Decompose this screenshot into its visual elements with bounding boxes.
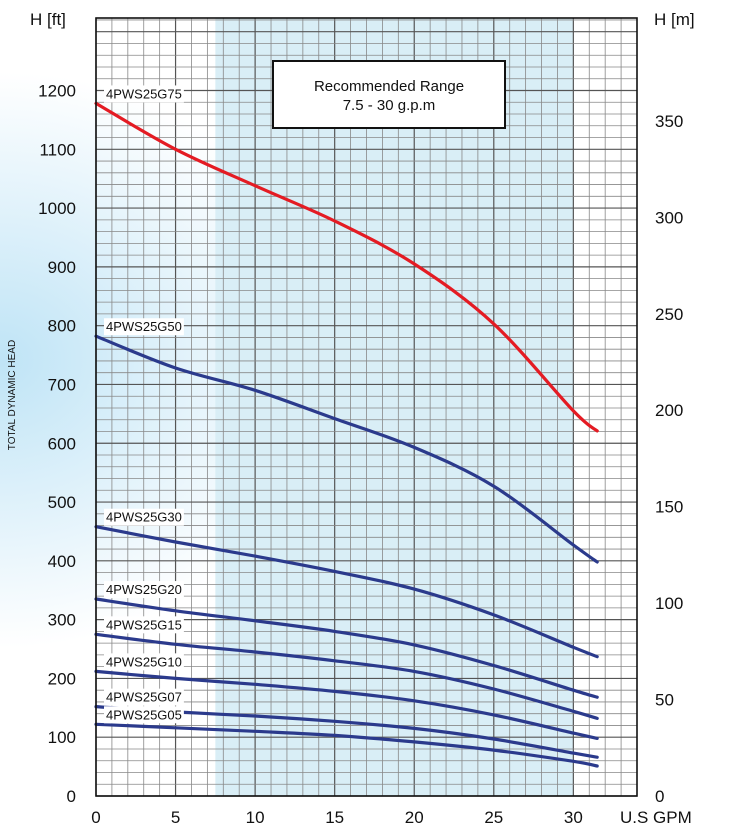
y-left-tick-label: 1000: [38, 199, 76, 218]
x-tick-label: 10: [246, 808, 265, 827]
tick-label-layer: 0 5 10 15 20 25 300100200300400500600700800900…: [38, 82, 683, 828]
recommended-range-title: Recommended Range: [314, 78, 464, 95]
y-right-tick-label: 50: [655, 691, 674, 710]
x-tick-label: 20: [405, 808, 424, 827]
series-label-4pws25g50: 4PWS25G50: [106, 319, 182, 334]
y-left-tick-label: 900: [48, 258, 76, 277]
series-line-4pws25g15: [94, 632, 599, 720]
series-layer: 4PWS25G75 4PWS25G50 4PWS25G30 4PWS25G20 4PWS…: [94, 85, 599, 768]
y-right-tick-label: 0: [655, 787, 664, 806]
series-label-background: [104, 508, 184, 526]
recommended-range-box: [272, 60, 506, 129]
series-label-background: [104, 85, 184, 103]
series-label-4pws25g15: 4PWS25G15: [106, 617, 182, 632]
x-tick-label: 25: [484, 808, 503, 827]
x-tick-label: 0: [91, 808, 100, 827]
y-right-tick-label: 250: [655, 305, 683, 324]
series-line-4pws25g05: [94, 722, 599, 768]
y-axis-side-title: TOTAL DYNAMIC HEAD: [7, 340, 18, 450]
series-line-4pws25g30: [94, 525, 599, 659]
x-tick-label: 15: [325, 808, 344, 827]
x-tick-label: 30: [564, 808, 583, 827]
y-left-tick-label: 200: [48, 669, 76, 688]
series-label-background: [104, 688, 184, 706]
y-left-tick-label: 500: [48, 493, 76, 512]
y-left-tick-label: 1200: [38, 82, 76, 101]
series-label-4pws25g07: 4PWS25G07: [106, 690, 182, 705]
series-label-background: [104, 318, 184, 336]
series-label-background: [104, 581, 184, 599]
series-label-4pws25g05: 4PWS25G05: [106, 707, 182, 722]
series-label-background: [104, 616, 184, 634]
y-right-tick-label: 300: [655, 208, 683, 227]
y-right-tick-label: 100: [655, 594, 683, 613]
right-axis-unit-label: H [m]: [654, 10, 695, 29]
y-right-tick-label: 150: [655, 498, 683, 517]
y-left-tick-label: 700: [48, 375, 76, 394]
series-label-4pws25g20: 4PWS25G20: [106, 582, 182, 597]
y-right-tick-label: 350: [655, 112, 683, 131]
recommended-range-annotation: Recommended Range 7.5 - 30 g.p.m: [272, 60, 506, 129]
y-left-tick-label: 0: [67, 787, 76, 806]
y-left-tick-label: 100: [48, 728, 76, 747]
recommended-range-values: 7.5 - 30 g.p.m: [343, 97, 436, 114]
y-left-tick-label: 400: [48, 552, 76, 571]
recommended-range-band: [215, 18, 574, 796]
y-left-tick-label: 800: [48, 317, 76, 336]
plot-frame-layer: [95, 17, 638, 797]
series-label-4pws25g10: 4PWS25G10: [106, 654, 182, 669]
series-line-4pws25g75: [94, 101, 599, 433]
y-left-tick-label: 600: [48, 434, 76, 453]
series-line-4pws25g20: [94, 597, 599, 699]
series-label-background: [104, 706, 184, 724]
series-line-4pws25g10: [94, 669, 599, 740]
series-label-4pws25g75: 4PWS25G75: [106, 86, 182, 101]
y-right-tick-label: 200: [655, 401, 683, 420]
series-label-4pws25g30: 4PWS25G30: [106, 510, 182, 525]
x-axis-unit-label: U.S GPM: [620, 808, 692, 827]
y-left-tick-label: 1100: [39, 140, 76, 159]
x-tick-label: 5: [171, 808, 180, 827]
series-line-4pws25g50: [94, 334, 599, 564]
left-axis-unit-label: H [ft]: [30, 10, 66, 29]
recommended-range-band-layer: [215, 18, 574, 796]
series-label-background: [104, 653, 184, 671]
y-left-tick-label: 300: [48, 611, 76, 630]
plot-frame: [95, 17, 638, 797]
